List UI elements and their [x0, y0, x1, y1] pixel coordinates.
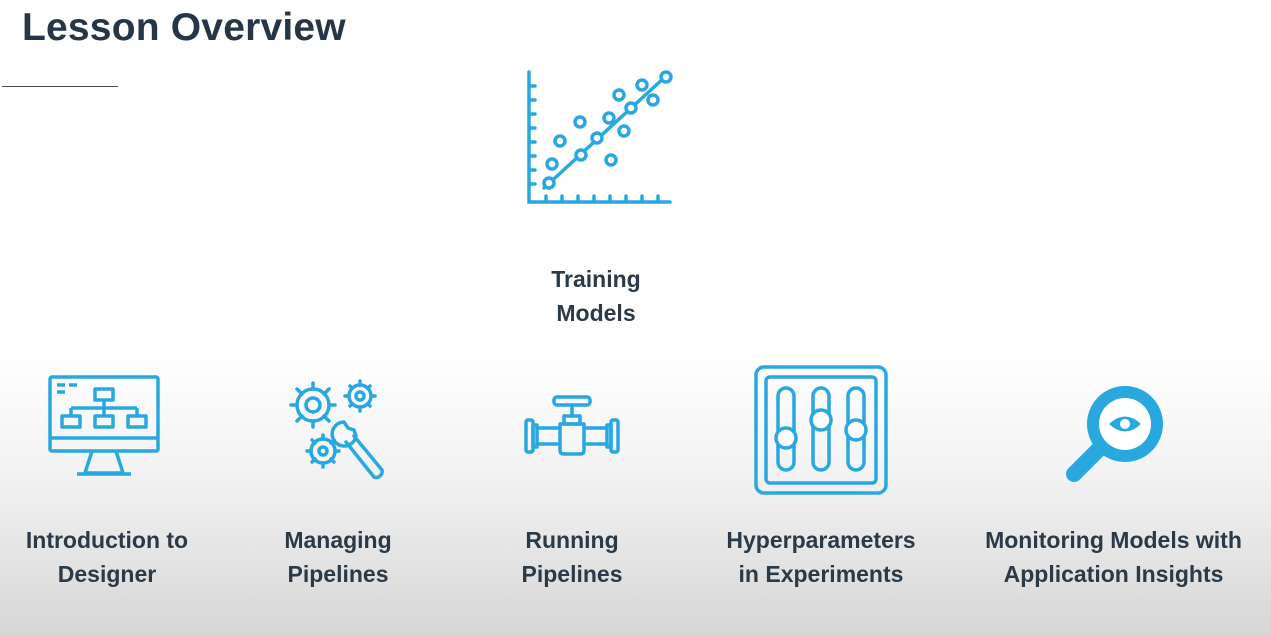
magnifier-eye-icon: [1066, 386, 1163, 482]
topic-label-managing-pipelines: Managing Pipelines: [284, 527, 392, 587]
gears-wrench-icon: [289, 379, 384, 480]
title-underline: [2, 86, 118, 87]
topic-label-introduction-to-designer: Introduction to Designer: [25, 527, 189, 587]
sliders-icon: [754, 365, 888, 495]
topic-label-running-pipelines: Running Pipelines: [521, 527, 623, 587]
monitor-flowchart-icon: [48, 375, 160, 476]
scatter-plot-regression-icon: [527, 70, 673, 204]
topic-label-hyperparameters-in-experiments: Hyperparameters in Experiments: [726, 527, 916, 587]
topic-label-monitoring-models-with-application-insights: Monitoring Models with Application Insig…: [985, 527, 1242, 587]
topic-label-training-models: Training Models: [551, 266, 641, 326]
pipe-valve-icon: [524, 395, 620, 456]
page-title: Lesson Overview: [22, 6, 346, 49]
